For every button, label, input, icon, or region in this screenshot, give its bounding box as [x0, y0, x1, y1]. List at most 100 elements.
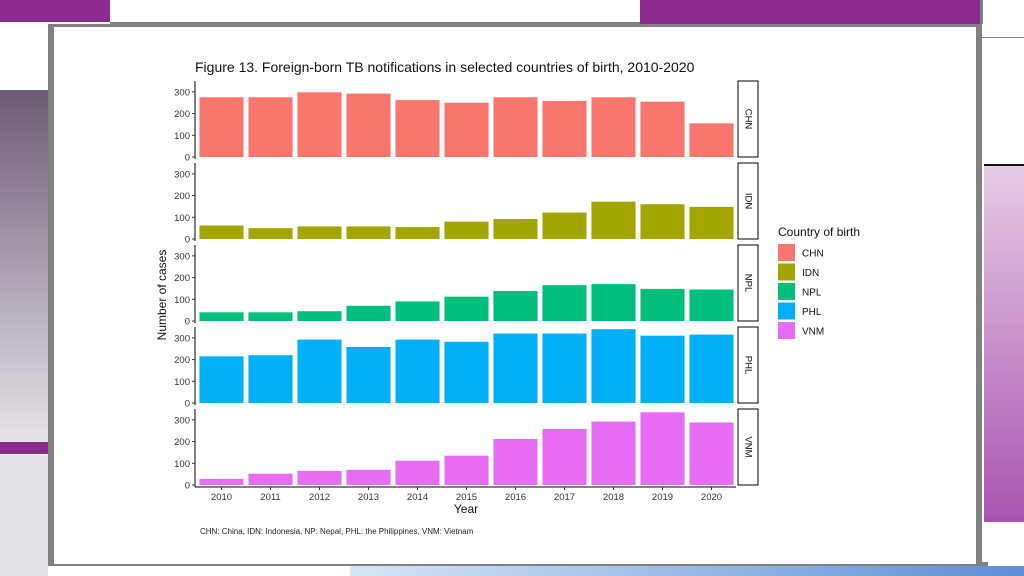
bar-vnm-2011	[248, 473, 293, 485]
y-tick-label: 100	[174, 295, 190, 306]
bar-idn-2012	[297, 226, 342, 239]
bar-idn-2010	[199, 225, 244, 239]
y-tick-label: 200	[174, 273, 190, 284]
facet-strip-chn	[737, 80, 759, 158]
y-tick-label: 300	[174, 87, 190, 98]
bar-phl-2010	[199, 356, 244, 403]
y-tick-label: 300	[174, 415, 190, 426]
bar-phl-2011	[248, 355, 293, 403]
y-tick-label: 300	[174, 333, 190, 344]
facet-strip-npl	[737, 244, 759, 322]
y-tick-label: 100	[174, 131, 190, 142]
legend-swatch-npl	[778, 283, 795, 300]
bar-chn-2011	[248, 97, 293, 157]
bar-chn-2013	[346, 93, 391, 157]
bar-idn-2014	[395, 227, 440, 239]
x-tick-label: 2015	[456, 492, 477, 503]
top-right-purple-bar	[640, 0, 980, 24]
bar-phl-2012	[297, 339, 342, 403]
y-tick-label: 300	[174, 251, 190, 262]
bar-phl-2020	[689, 334, 734, 403]
bar-npl-2013	[346, 305, 391, 321]
x-tick-label: 2020	[701, 492, 722, 503]
chart-title: Figure 13. Foreign-born TB notifications…	[195, 59, 695, 75]
bar-vnm-2019	[640, 412, 685, 485]
bar-vnm-2016	[493, 438, 538, 485]
bar-phl-2019	[640, 335, 685, 403]
bar-chn-2015	[444, 102, 489, 157]
bar-vnm-2014	[395, 460, 440, 485]
top-gray-line	[110, 22, 640, 25]
x-tick-label: 2017	[554, 492, 575, 503]
bottom-blue-bar	[350, 566, 1024, 576]
bar-idn-2017	[542, 212, 587, 239]
y-tick-label: 0	[185, 399, 190, 410]
bar-npl-2015	[444, 296, 489, 321]
x-tick-label: 2010	[211, 492, 232, 503]
left-bottom-gray-block	[0, 455, 48, 576]
bar-npl-2010	[199, 312, 244, 321]
y-tick-label: 0	[185, 235, 190, 246]
legend-label: NPL	[802, 288, 822, 299]
bar-chn-2010	[199, 97, 244, 157]
bar-chn-2018	[591, 97, 636, 157]
bar-phl-2016	[493, 333, 538, 403]
bar-chn-2019	[640, 101, 685, 157]
x-tick-label: 2014	[407, 492, 428, 503]
top-right-corner-line	[980, 0, 983, 24]
bar-phl-2014	[395, 339, 440, 403]
x-tick-label: 2018	[603, 492, 624, 503]
facet-strip-label: VNM	[742, 436, 753, 457]
bar-idn-2015	[444, 221, 489, 239]
bar-npl-2020	[689, 289, 734, 321]
bar-npl-2017	[542, 285, 587, 321]
bar-phl-2017	[542, 333, 587, 403]
legend-swatch-chn	[778, 244, 795, 261]
bar-npl-2018	[591, 284, 636, 321]
bar-idn-2019	[640, 204, 685, 239]
legend-label: IDN	[802, 268, 819, 279]
y-tick-label: 100	[174, 377, 190, 388]
y-tick-label: 200	[174, 437, 190, 448]
bar-vnm-2013	[346, 469, 391, 485]
bottom-gray-line	[48, 562, 988, 566]
legend-swatch-phl	[778, 302, 795, 320]
legend-label: PHL	[802, 307, 822, 318]
left-gradient-panel	[0, 90, 48, 442]
bar-npl-2011	[248, 312, 293, 321]
y-tick-label: 100	[174, 213, 190, 224]
legend-swatch-vnm	[778, 322, 795, 339]
legend-label: CHN	[802, 249, 824, 260]
bar-phl-2013	[346, 346, 391, 403]
bar-chn-2017	[542, 100, 587, 157]
bar-idn-2011	[248, 228, 293, 239]
facet-strip-label: NPL	[742, 274, 753, 292]
bar-vnm-2015	[444, 455, 489, 485]
legend-label: VNM	[802, 327, 824, 338]
y-tick-label: 200	[174, 109, 190, 120]
bar-vnm-2018	[591, 421, 636, 485]
bar-vnm-2012	[297, 470, 342, 485]
y-tick-label: 0	[185, 317, 190, 328]
facet-strip-label: IDN	[742, 193, 753, 210]
bar-phl-2018	[591, 329, 636, 403]
x-tick-label: 2012	[309, 492, 330, 503]
bar-idn-2020	[689, 206, 734, 239]
y-tick-label: 100	[174, 459, 190, 470]
bar-npl-2019	[640, 288, 685, 321]
top-left-purple-bar	[0, 0, 110, 22]
facet-strip-vnm	[737, 408, 759, 486]
legend-title: Country of birth	[778, 225, 860, 239]
bar-vnm-2017	[542, 428, 587, 485]
y-tick-label: 0	[185, 153, 190, 164]
left-purple-strip	[0, 442, 48, 454]
x-axis-title: Year	[454, 502, 478, 516]
x-tick-label: 2016	[505, 492, 526, 503]
bar-chn-2016	[493, 97, 538, 157]
facet-strip-label: PHL	[742, 356, 753, 374]
footnote: CHN: China, IDN: Indonesia, NP: Nepal, P…	[200, 527, 474, 536]
bar-npl-2012	[297, 311, 342, 321]
bar-npl-2016	[493, 291, 538, 321]
bar-chn-2014	[395, 100, 440, 157]
